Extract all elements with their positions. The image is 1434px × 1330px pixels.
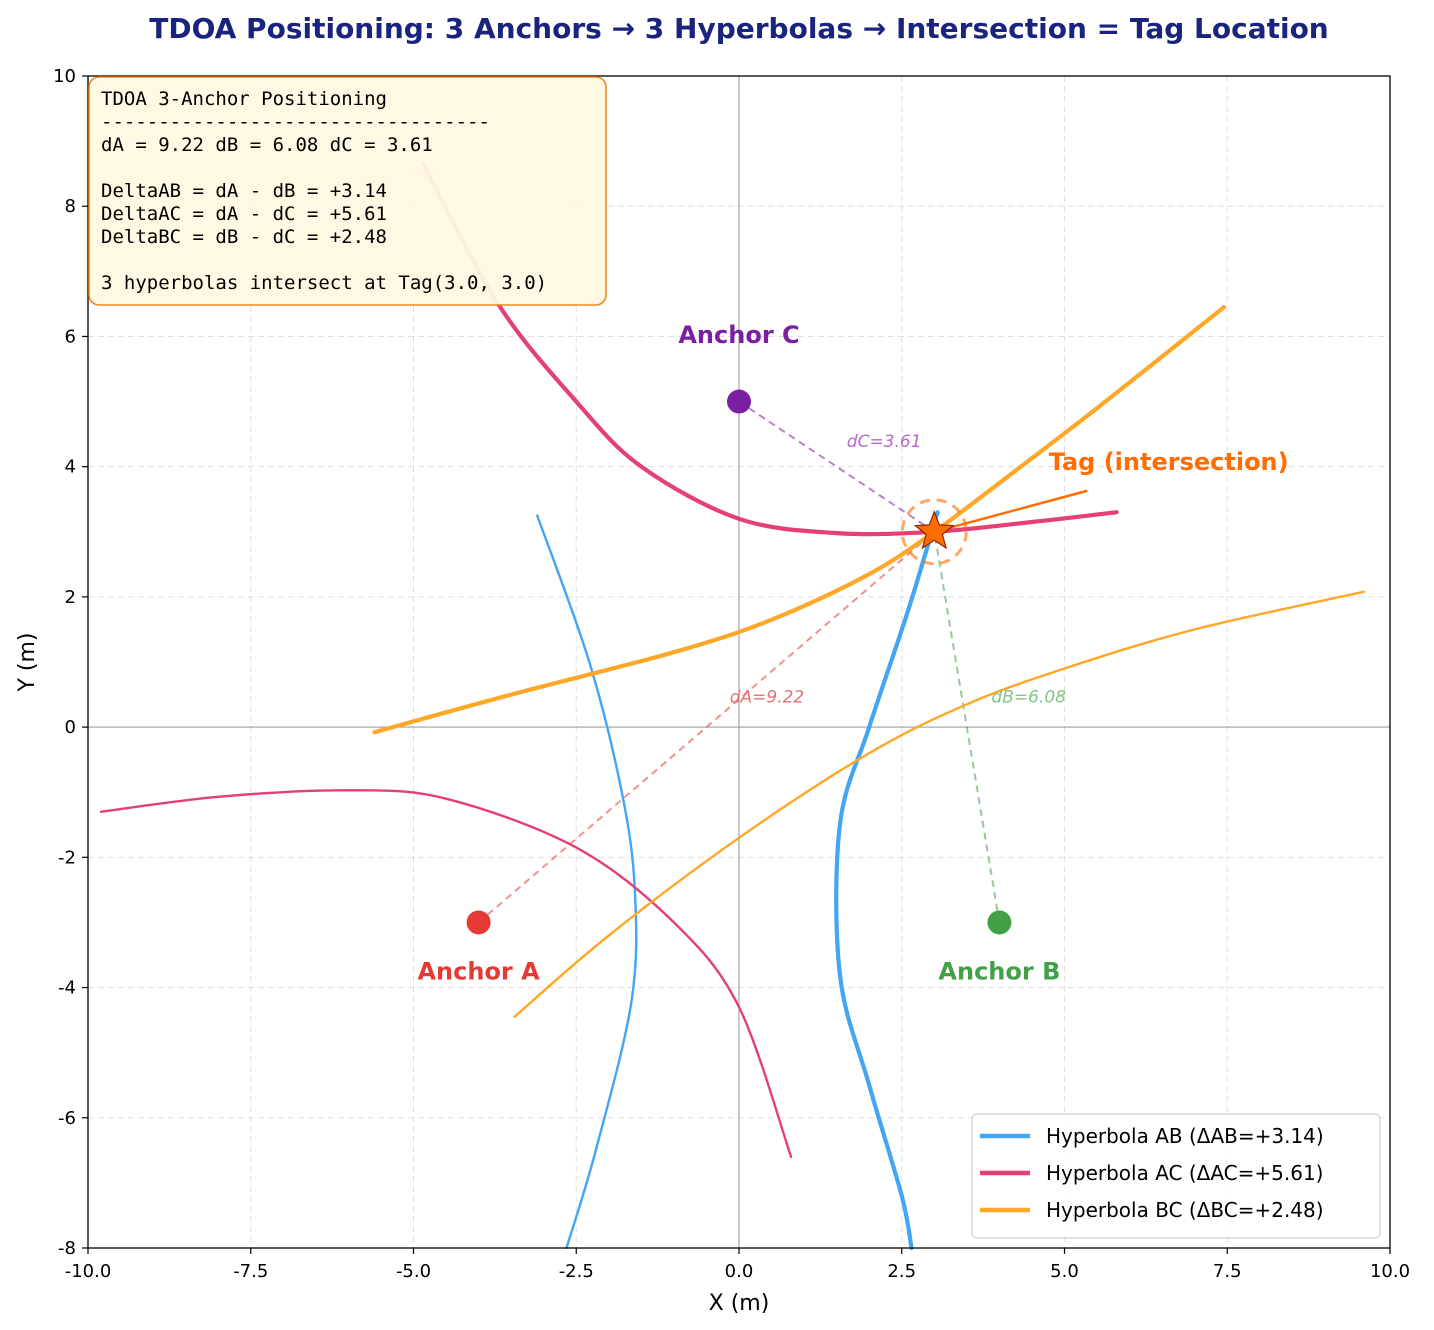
x-axis-label: X (m) [709,1291,770,1316]
distance-line-2 [738,400,935,533]
y-tick-label-8: 8 [65,196,76,217]
info-box-line-1: ---------------------------------- [101,111,490,133]
info-box-line-5: DeltaAC = dA - dC = +5.61 [101,203,387,225]
anchor-label-2: Anchor C [678,321,799,349]
x-tick-label-7: 7.5 [1213,1261,1242,1282]
x-tick-label-2: -5.0 [396,1261,431,1282]
point-labels: Anchor A Anchor B Anchor C Tag (intersectio… [417,321,1288,986]
info-box-line-4: DeltaAB = dA - dB = +3.14 [101,180,387,202]
zero-axis-lines [88,76,1390,1248]
hyperbola-2-branch-1 [513,590,1366,1019]
chart-title: TDOA Positioning: 3 Anchors → 3 Hyperbol… [149,12,1329,45]
distance-label-1: dB=6.08 [991,687,1066,707]
y-tick-label-7: 6 [65,326,76,347]
info-box-line-8: 3 hyperbolas intersect at Tag(3.0, 3.0) [101,272,547,294]
info-box-background [88,76,607,306]
x-tick-label-4: 0.0 [725,1261,754,1282]
y-tick-label-2: -4 [58,978,76,999]
hyperbola-1-branch-0 [421,161,1119,537]
info-box: TDOA 3-Anchor Positioning---------------… [88,76,607,306]
x-tick-label-5: 2.5 [887,1261,916,1282]
y-axis-label: Y (m) [15,632,40,692]
legend-entry-2: Hyperbola BC (ΔBC=+2.48) [1046,1198,1324,1222]
distance-label-0: dA=9.22 [730,687,805,707]
anchor-label-0: Anchor A [417,958,540,986]
x-tick-label-6: 5.0 [1050,1261,1079,1282]
anchor-marker-0 [466,910,491,935]
tag-arrow [937,489,1088,532]
legend-box [971,1113,1381,1239]
x-tick-label-1: -7.5 [233,1261,268,1282]
y-tick-label-1: -6 [58,1108,76,1129]
tag-star-marker [913,510,955,550]
y-tick-label-9: 10 [53,66,76,87]
hyperbola-2-branch-0 [372,305,1227,735]
hyperbola-1-branch-1 [99,789,793,1158]
hyperbola-0-branch-1 [536,514,638,1250]
distance-lines [477,400,1001,924]
info-box-line-6: DeltaBC = dB - dC = +2.48 [101,226,387,248]
legend-entry-1: Hyperbola AC (ΔAC=+5.61) [1046,1161,1323,1185]
y-tick-label-6: 4 [65,457,76,478]
legend: Hyperbola AB (ΔAB=+3.14) Hyperbola AC (ΔA… [971,1113,1381,1239]
tag-label: Tag (intersection) [1049,448,1289,476]
distance-line-1 [933,531,1001,923]
anchor-points [466,389,1088,935]
legend-entry-0: Hyperbola AB (ΔAB=+3.14) [1046,1124,1324,1148]
anchor-marker-1 [987,910,1012,935]
x-tick-label-0: -10.0 [65,1261,112,1282]
x-tick-label-8: 10.0 [1370,1261,1410,1282]
anchor-label-1: Anchor B [938,958,1060,986]
axis-ticks: -10.0 -7.5 -5.0 -2.5 0.0 2.5 5.0 7.5 10.0 -8 -6 -4 -… [53,66,1410,1282]
distance-line-0 [477,531,935,924]
y-tick-label-4: 0 [65,717,76,738]
info-box-line-0: TDOA 3-Anchor Positioning [101,88,387,110]
distance-label-2: dC=3.61 [847,432,922,452]
info-box-line-2: dA = 9.22 dB = 6.08 dC = 3.61 [101,134,433,156]
hyperbola-0-branch-0 [834,510,940,1251]
y-tick-label-0: -8 [58,1238,76,1259]
tag-highlight-circle [900,498,968,566]
x-tick-label-3: -2.5 [559,1261,594,1282]
y-tick-label-5: 2 [65,587,76,608]
anchor-marker-2 [727,389,751,414]
hyperbola-curves [99,161,1366,1251]
y-tick-label-3: -2 [58,847,76,868]
